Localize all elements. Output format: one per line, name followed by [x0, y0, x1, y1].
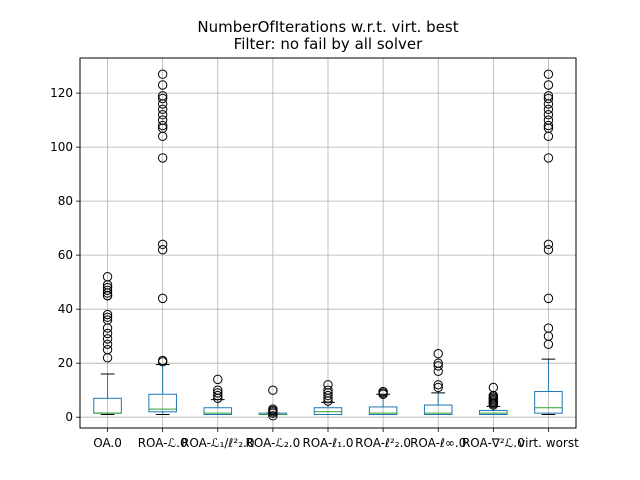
- outlier-point: [543, 239, 554, 250]
- outlier-point: [543, 104, 554, 115]
- outlier-point: [157, 115, 168, 125]
- outlier-point: [378, 386, 388, 397]
- outlier-point: [543, 69, 554, 79]
- chart-subtitle: Filter: no fail by all solver: [234, 35, 423, 53]
- outlier-point: [102, 272, 113, 282]
- x-tick-label: ROA-ℓ²₂.0: [355, 436, 411, 450]
- outlier-point: [157, 80, 168, 90]
- boxes: [93, 69, 563, 421]
- outlier-point: [157, 91, 168, 101]
- outlier-point: [102, 282, 113, 293]
- box-group: [258, 385, 288, 421]
- x-tick-label: OA.0: [93, 436, 122, 450]
- box-iqr: [148, 393, 177, 413]
- outlier-point: [433, 361, 443, 371]
- box-group: [203, 374, 233, 415]
- x-tick-label: ROA-ℒ₁/ℓ²₂.0: [181, 436, 254, 450]
- y-tick-label: 80: [58, 194, 73, 208]
- box-iqr: [534, 391, 563, 414]
- outlier-point: [102, 328, 113, 339]
- outlier-point: [157, 69, 168, 79]
- outlier-point: [268, 385, 278, 395]
- x-tick-label: ROA-∇²ℒ.0: [462, 436, 525, 450]
- outlier-point: [102, 315, 113, 325]
- box-group: [313, 380, 343, 415]
- outlier-point: [102, 344, 113, 355]
- outlier-point: [543, 120, 554, 131]
- box-group: [148, 69, 177, 415]
- y-tick-label: 100: [50, 140, 73, 154]
- outlier-point: [157, 120, 168, 131]
- box-iqr: [313, 407, 343, 415]
- outlier-point: [543, 153, 554, 163]
- outlier-point: [543, 93, 554, 104]
- outlier-point: [157, 239, 168, 250]
- outlier-point: [213, 385, 223, 395]
- outlier-point: [268, 411, 278, 421]
- outlier-point: [543, 80, 554, 90]
- chart-title: NumberOfIterations w.r.t. virt. best: [197, 18, 458, 36]
- outlier-point: [157, 110, 168, 120]
- outlier-point: [157, 293, 168, 304]
- box-iqr: [203, 407, 233, 415]
- box-iqr: [479, 409, 508, 415]
- box-iqr: [368, 406, 398, 415]
- outlier-point: [213, 388, 223, 398]
- outlier-point: [488, 382, 499, 393]
- outlier-point: [102, 339, 113, 349]
- outlier-point: [102, 312, 113, 322]
- box-group: [479, 382, 508, 415]
- x-tick-label: ROA-ℒ₂.0: [246, 436, 301, 450]
- box-group: [423, 349, 453, 415]
- x-tick-label: ROA-ℓ∞.0: [410, 436, 466, 450]
- outlier-point: [323, 380, 333, 390]
- outlier-point: [543, 110, 554, 120]
- outlier-point: [433, 382, 443, 393]
- outlier-point: [433, 358, 443, 368]
- outlier-point: [102, 309, 113, 320]
- y-tick-label: 60: [58, 248, 73, 262]
- outlier-point: [157, 355, 168, 366]
- box-iqr: [423, 404, 453, 415]
- outlier-point: [543, 323, 554, 333]
- x-tick-label: ROA-ℒ.0: [138, 436, 188, 450]
- y-tick-label: 120: [50, 86, 73, 100]
- outlier-point: [543, 91, 554, 101]
- outlier-point: [213, 374, 223, 385]
- outlier-point: [433, 349, 443, 359]
- outlier-point: [268, 404, 278, 414]
- y-tick-label: 20: [58, 356, 73, 370]
- y-axis-ticks: 0 20 40 60 80 100 120: [50, 86, 80, 424]
- outlier-point: [543, 293, 554, 304]
- outlier-point: [543, 115, 554, 125]
- x-tick-label: ROA-ℓ₁.0: [302, 436, 353, 450]
- outlier-point: [102, 285, 113, 295]
- outlier-point: [157, 93, 168, 104]
- outlier-point: [543, 245, 554, 255]
- box-group: [534, 69, 563, 415]
- y-tick-label: 0: [65, 410, 73, 424]
- outlier-point: [157, 153, 168, 163]
- outlier-point: [157, 245, 168, 255]
- x-tick-label: virt. worst: [518, 436, 579, 450]
- box-group: [368, 386, 398, 415]
- box-group: [93, 272, 122, 415]
- outlier-point: [157, 104, 168, 115]
- outlier-point: [323, 390, 333, 401]
- outlier-point: [213, 390, 223, 401]
- outlier-point: [433, 380, 443, 390]
- outlier-point: [323, 385, 333, 395]
- outlier-point: [102, 334, 113, 344]
- y-tick-label: 40: [58, 302, 73, 316]
- grid: [80, 58, 576, 428]
